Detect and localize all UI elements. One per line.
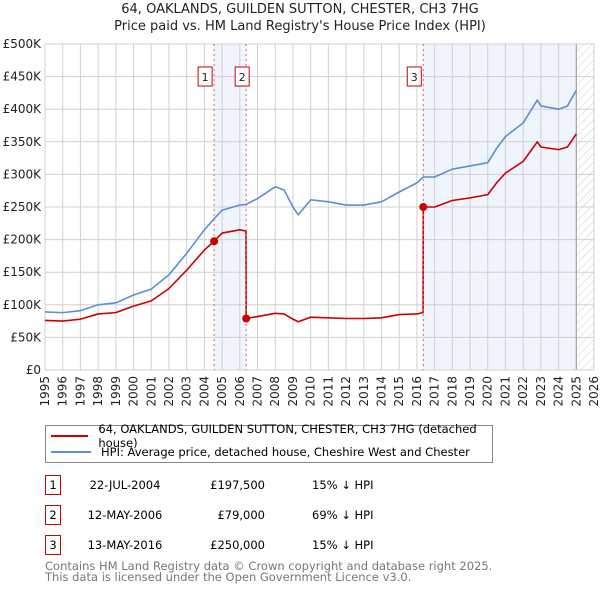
x-tick-label: 1997 bbox=[73, 376, 87, 407]
x-tick-label: 2000 bbox=[127, 376, 141, 407]
y-tick-label: £200K bbox=[3, 233, 43, 247]
sale-hpi-diff: 69% ↓ HPI bbox=[312, 508, 374, 522]
x-tick-label: 2013 bbox=[357, 376, 371, 407]
sale-marker-badge: 2 bbox=[45, 505, 61, 525]
y-tick-label: £500K bbox=[3, 37, 43, 51]
x-tick-label: 1996 bbox=[56, 376, 70, 407]
x-tick-label: 2006 bbox=[233, 376, 247, 407]
y-tick-label: £50K bbox=[10, 330, 42, 344]
sale-row: 1 22-JUL-2004 £197,500 15% ↓ HPI bbox=[45, 475, 465, 495]
x-tick-label: 2007 bbox=[251, 376, 265, 407]
sale-point bbox=[242, 314, 251, 323]
sale-hpi-diff: 15% ↓ HPI bbox=[312, 478, 374, 492]
sale-badge bbox=[406, 66, 422, 87]
y-tick-label: £300K bbox=[3, 167, 43, 181]
sale-row: 2 12-MAY-2006 £79,000 69% ↓ HPI bbox=[45, 505, 465, 525]
x-tick-label: 2003 bbox=[180, 376, 194, 407]
x-tick-label: 1998 bbox=[91, 376, 105, 407]
x-tick-label: 2024 bbox=[552, 376, 566, 407]
y-tick-label: £150K bbox=[3, 265, 43, 279]
sale-date: 13-MAY-2016 bbox=[87, 538, 163, 552]
x-tick-label: 2020 bbox=[481, 376, 495, 407]
sale-hpi-diff: 15% ↓ HPI bbox=[312, 538, 374, 552]
legend-label: 64, OAKLANDS, GUILDEN SUTTON, CHESTER, C… bbox=[98, 422, 477, 450]
sale-badge-label: 2 bbox=[239, 71, 246, 84]
sale-badge-label: 1 bbox=[202, 71, 209, 84]
sale-marker-badge: 3 bbox=[45, 535, 61, 555]
chart-title: 64, OAKLANDS, GUILDEN SUTTON, CHESTER, C… bbox=[121, 2, 479, 17]
x-tick-label: 2018 bbox=[445, 376, 459, 407]
x-tick-label: 2015 bbox=[392, 376, 406, 407]
x-tick-label: 2026 bbox=[587, 376, 600, 407]
legend-blue-line-icon bbox=[51, 451, 91, 453]
x-tick-label: 2021 bbox=[498, 376, 512, 407]
x-tick-label: 1999 bbox=[109, 376, 123, 407]
sale-badge bbox=[197, 66, 213, 87]
sale-date: 12-MAY-2006 bbox=[87, 508, 163, 522]
plot-border bbox=[44, 43, 595, 371]
y-tick-label: £0 bbox=[26, 363, 41, 377]
sale-price: £79,000 bbox=[217, 508, 265, 522]
sale-date: 22-JUL-2004 bbox=[89, 478, 161, 492]
sale-badge bbox=[234, 66, 250, 87]
x-tick-label: 2001 bbox=[144, 376, 158, 407]
x-tick-label: 2025 bbox=[569, 376, 583, 407]
sale-marker-badge: 1 bbox=[45, 475, 61, 495]
series-line bbox=[44, 89, 577, 314]
y-tick-label: £450K bbox=[3, 70, 43, 84]
x-tick-label: 2019 bbox=[463, 376, 477, 407]
sale-point bbox=[210, 237, 219, 246]
legend-item-hpi: HPI: Average price, detached house, Ches… bbox=[51, 444, 470, 460]
y-tick-label: £250K bbox=[3, 200, 43, 214]
x-tick-label: 2004 bbox=[197, 376, 211, 407]
footer-copyright: Contains HM Land Registry data © Crown c… bbox=[45, 559, 493, 573]
x-tick-label: 2022 bbox=[516, 376, 530, 407]
legend-item-property: 64, OAKLANDS, GUILDEN SUTTON, CHESTER, C… bbox=[51, 422, 492, 450]
x-tick-label: 2016 bbox=[410, 376, 424, 407]
footer-licence: This data is licensed under the Open Gov… bbox=[45, 570, 412, 584]
sale-price: £250,000 bbox=[210, 538, 265, 552]
sale-price: £197,500 bbox=[210, 478, 265, 492]
x-tick-label: 2005 bbox=[215, 376, 229, 407]
x-tick-label: 2008 bbox=[268, 376, 282, 407]
x-tick-label: 2017 bbox=[428, 376, 442, 407]
x-tick-label: 2002 bbox=[162, 376, 176, 407]
legend-label: HPI: Average price, detached house, Ches… bbox=[101, 445, 470, 459]
x-tick-label: 2010 bbox=[304, 376, 318, 407]
sale-row: 3 13-MAY-2016 £250,000 15% ↓ HPI bbox=[45, 535, 465, 555]
x-tick-label: 2011 bbox=[321, 376, 335, 407]
series-line bbox=[44, 133, 577, 323]
y-tick-label: £100K bbox=[3, 298, 43, 312]
x-tick-label: 2012 bbox=[339, 376, 353, 407]
chart-plot: 1 2 3 £0 £50K £100K £150K £200K £250K £300K £350K £… bbox=[3, 37, 600, 407]
sale-badge-label: 3 bbox=[411, 71, 418, 84]
y-tick-label: £350K bbox=[3, 135, 43, 149]
y-tick-label: £400K bbox=[3, 102, 43, 116]
legend: 64, OAKLANDS, GUILDEN SUTTON, CHESTER, C… bbox=[45, 422, 493, 463]
x-tick-label: 1995 bbox=[38, 376, 52, 407]
sale-point bbox=[419, 203, 428, 211]
legend-red-line-icon bbox=[51, 435, 89, 437]
x-tick-label: 2014 bbox=[374, 376, 388, 407]
x-tick-label: 2009 bbox=[286, 376, 300, 407]
x-tick-label: 2023 bbox=[534, 376, 548, 407]
chart-subtitle: Price paid vs. HM Land Registry's House … bbox=[114, 19, 486, 34]
